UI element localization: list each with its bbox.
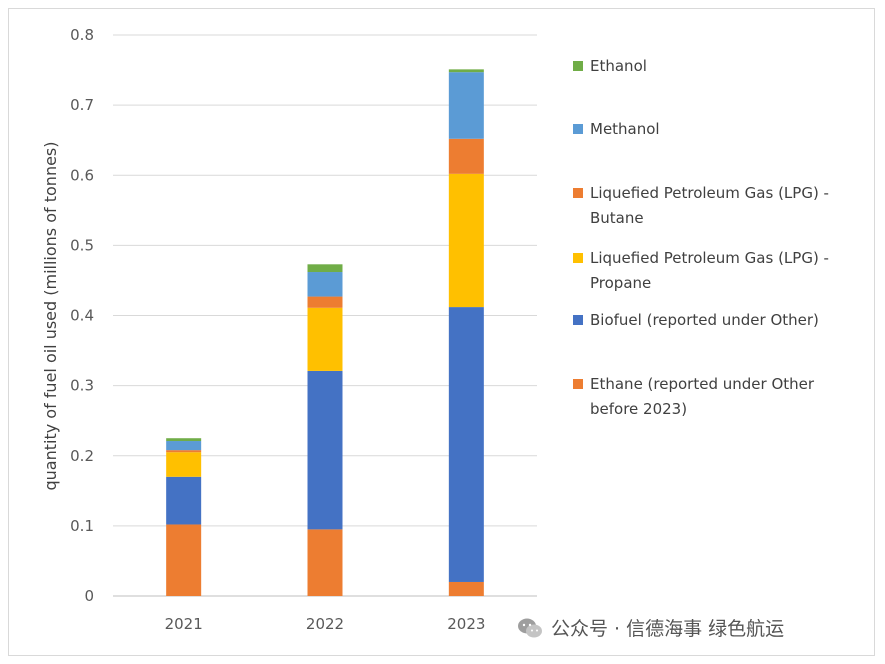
wechat-icon [518,618,542,637]
bar-segment [307,370,343,530]
y-axis-label: quantity of fuel oil used (millions of t… [41,141,60,490]
bar-segment [307,296,343,308]
legend-swatch [573,379,583,389]
legend-label: before 2023) [590,400,687,418]
bar-segment [166,452,202,477]
watermark-text: 公众号 · 信德海事 绿色航运 [551,618,785,640]
bar-segment [166,450,202,453]
bar-segment [307,264,343,273]
x-tick-label: 2022 [306,615,344,633]
legend-label: Liquefied Petroleum Gas (LPG) - [590,184,829,202]
y-tick-label: 0.1 [70,517,94,535]
bar-segment [307,529,343,596]
legend-label: Liquefied Petroleum Gas (LPG) - [590,249,829,267]
legend-label: Ethanol [590,57,647,75]
y-tick-label: 0.7 [70,96,94,114]
legend-swatch [573,315,583,325]
bar-segment [448,72,484,139]
legend-swatch [573,188,583,198]
bar-segment [448,69,484,73]
chart-frame [8,8,875,656]
legend-swatch [573,124,583,134]
legend-label: Ethane (reported under Other [590,375,815,393]
y-tick-label: 0.5 [70,236,94,254]
bar-segment [448,173,484,308]
legend-label: Biofuel (reported under Other) [590,311,819,329]
y-tick-label: 0 [84,587,94,605]
bar-segment [448,581,484,596]
y-tick-label: 0.3 [70,377,94,395]
bar-segment [166,438,202,442]
legend-label: Methanol [590,120,660,138]
bar-segment [166,524,202,596]
legend-label: Butane [590,209,644,227]
legend: Ethanol Methanol Liquefied Petroleum Gas (… [573,57,829,418]
axes: 0 0.1 0.2 0.3 0.4 0.5 0.6 0.7 0.8 2021 2022 2023 [70,26,485,633]
bar-segment [307,307,343,371]
watermark: 公众号 · 信德海事 绿色航运 [517,614,784,641]
y-tick-label: 0.2 [70,447,94,465]
bar-segment [448,307,484,582]
x-tick-label: 2021 [165,615,203,633]
y-tick-label: 0.4 [70,307,94,325]
bar-segment [448,138,484,174]
bar-segment [166,441,202,451]
legend-swatch [573,253,583,263]
bar-segment [166,476,202,525]
x-tick-label: 2023 [447,615,485,633]
y-tick-label: 0.6 [70,166,94,184]
bar-segment [307,272,343,297]
bars [166,69,484,596]
y-tick-label: 0.8 [70,26,94,44]
legend-swatch [573,61,583,71]
legend-label: Propane [590,274,651,292]
